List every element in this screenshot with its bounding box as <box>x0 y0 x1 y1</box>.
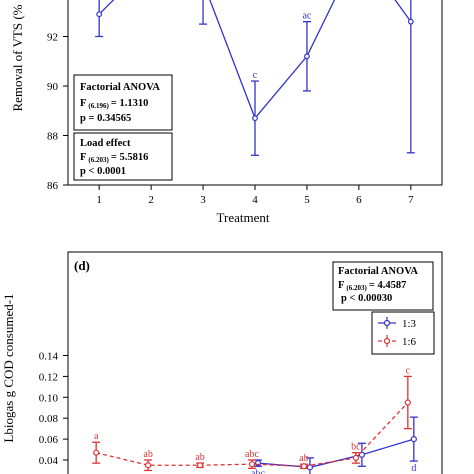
bottom-series: abc d a ab ab abc ab bc c <box>92 365 418 474</box>
bottom-significance-letter: abc <box>245 449 259 460</box>
bottom-y-tick-label: 0.12 <box>39 371 58 383</box>
bottom-data-point <box>145 462 152 469</box>
top-data-point <box>304 53 310 60</box>
bottom-significance-letter: ab <box>195 452 204 463</box>
top-factorial-anova-f: F (6.196) = 1.1310 <box>80 98 148 110</box>
legend-marker-0 <box>383 319 391 327</box>
bottom-y-tick-label: 0.14 <box>39 351 59 363</box>
bottom-legend: 1:3 1:6 <box>371 311 435 355</box>
legend-items: 1:3 1:6 <box>378 317 417 348</box>
bottom-legend-frame <box>371 311 435 355</box>
top-data-point <box>252 115 258 122</box>
bottom-significance-letter: d <box>411 463 416 474</box>
bottom-factorial-anova-p: p < 0.00030 <box>341 293 392 304</box>
top-x-tick-label: 7 <box>408 194 414 206</box>
bottom-y-tick-label: 0.10 <box>39 392 59 404</box>
legend-marker-1 <box>383 337 391 345</box>
top-x-tick-label: 2 <box>148 194 154 206</box>
bottom-panel-label: (d) <box>74 258 90 273</box>
bottom-y-tick-label: 0.04 <box>39 455 59 467</box>
top-y-tick-label: 88 <box>47 131 59 143</box>
bottom-factorial-anova-box: Factorial ANOVA F (6.203) = 4.4587 p < 0.0… <box>332 261 434 311</box>
bottom-factorial-anova-f: F (6.203) = 4.4587 <box>338 280 406 292</box>
top-load-effect-frame <box>73 132 173 181</box>
bottom-panel: 0.04 0.06 0.08 0.10 0.12 0.14 Lbiogas g COD c… <box>1 251 443 474</box>
top-factorial-anova-box: Factorial ANOVA F (6.196) = 1.1310 p = 0.3… <box>73 74 173 131</box>
top-x-tick-label: 3 <box>200 194 206 206</box>
top-factorial-anova-title: Factorial ANOVA <box>80 82 160 93</box>
top-x-tick-label: 4 <box>252 194 258 206</box>
bottom-data-point <box>300 463 308 470</box>
top-x-tick-label: 1 <box>96 194 102 206</box>
top-load-effect-f: F (6.203) = 5.5816 <box>80 152 148 164</box>
bottom-significance-letter: abc <box>251 468 265 474</box>
top-y-tick-label: 90 <box>47 81 59 93</box>
bottom-significance-letter: ab <box>143 449 152 460</box>
bottom-data-point <box>196 462 204 469</box>
bottom-significance-letter: bc <box>351 442 361 453</box>
bottom-data-point <box>93 449 100 456</box>
top-significance-letter: c <box>253 70 258 81</box>
bottom-factorial-anova-frame <box>332 261 434 311</box>
top-y-axis: 8688909294 <box>47 32 68 192</box>
bottom-y-axis-label: Lbiogas g COD consumed-1 <box>1 293 16 442</box>
bottom-significance-letter: ab <box>299 453 308 464</box>
top-data-point <box>96 11 103 18</box>
legend-label-1: 1:6 <box>402 336 417 348</box>
bottom-data-point <box>410 436 417 443</box>
top-factorial-anova-frame <box>73 74 173 131</box>
top-factorial-anova-p: p = 0.34565 <box>80 113 131 124</box>
top-x-tick-label: 6 <box>356 194 362 206</box>
bottom-data-point <box>404 399 411 406</box>
top-series: bacac <box>95 0 415 156</box>
bottom-data-point <box>306 464 314 471</box>
bottom-plot-area <box>67 251 443 474</box>
top-y-tick-label: 92 <box>47 32 58 44</box>
bottom-y-tick-label: 0.06 <box>39 434 59 446</box>
legend-label-0: 1:3 <box>402 318 417 330</box>
bottom-data-point <box>352 454 359 462</box>
bottom-y-tick-label: 0.08 <box>39 413 59 425</box>
top-load-effect-title: Load effect <box>80 138 131 149</box>
bottom-significance-letter: c <box>406 365 411 376</box>
top-load-effect-p: p < 0.0001 <box>80 166 126 177</box>
top-y-axis-label: Removal of VTS (% <box>10 4 25 111</box>
top-x-axis: 1 2 3 4 5 6 7 <box>96 185 414 206</box>
top-x-tick-label: 5 <box>304 194 310 206</box>
top-significance-letter: ac <box>302 11 311 22</box>
bottom-factorial-anova-title: Factorial ANOVA <box>338 266 418 277</box>
top-load-effect-box: Load effect F (6.203) = 5.5816 p < 0.0001 <box>73 132 173 181</box>
bottom-data-point <box>248 461 256 468</box>
bottom-series-line-0 <box>257 438 415 468</box>
bottom-significance-letter: a <box>94 431 99 442</box>
top-y-tick-label: 86 <box>47 180 59 192</box>
top-x-axis-label: Treatment <box>217 210 270 225</box>
bottom-y-axis: 0.04 0.06 0.08 0.10 0.12 0.14 <box>39 351 68 467</box>
top-data-point <box>407 18 414 25</box>
